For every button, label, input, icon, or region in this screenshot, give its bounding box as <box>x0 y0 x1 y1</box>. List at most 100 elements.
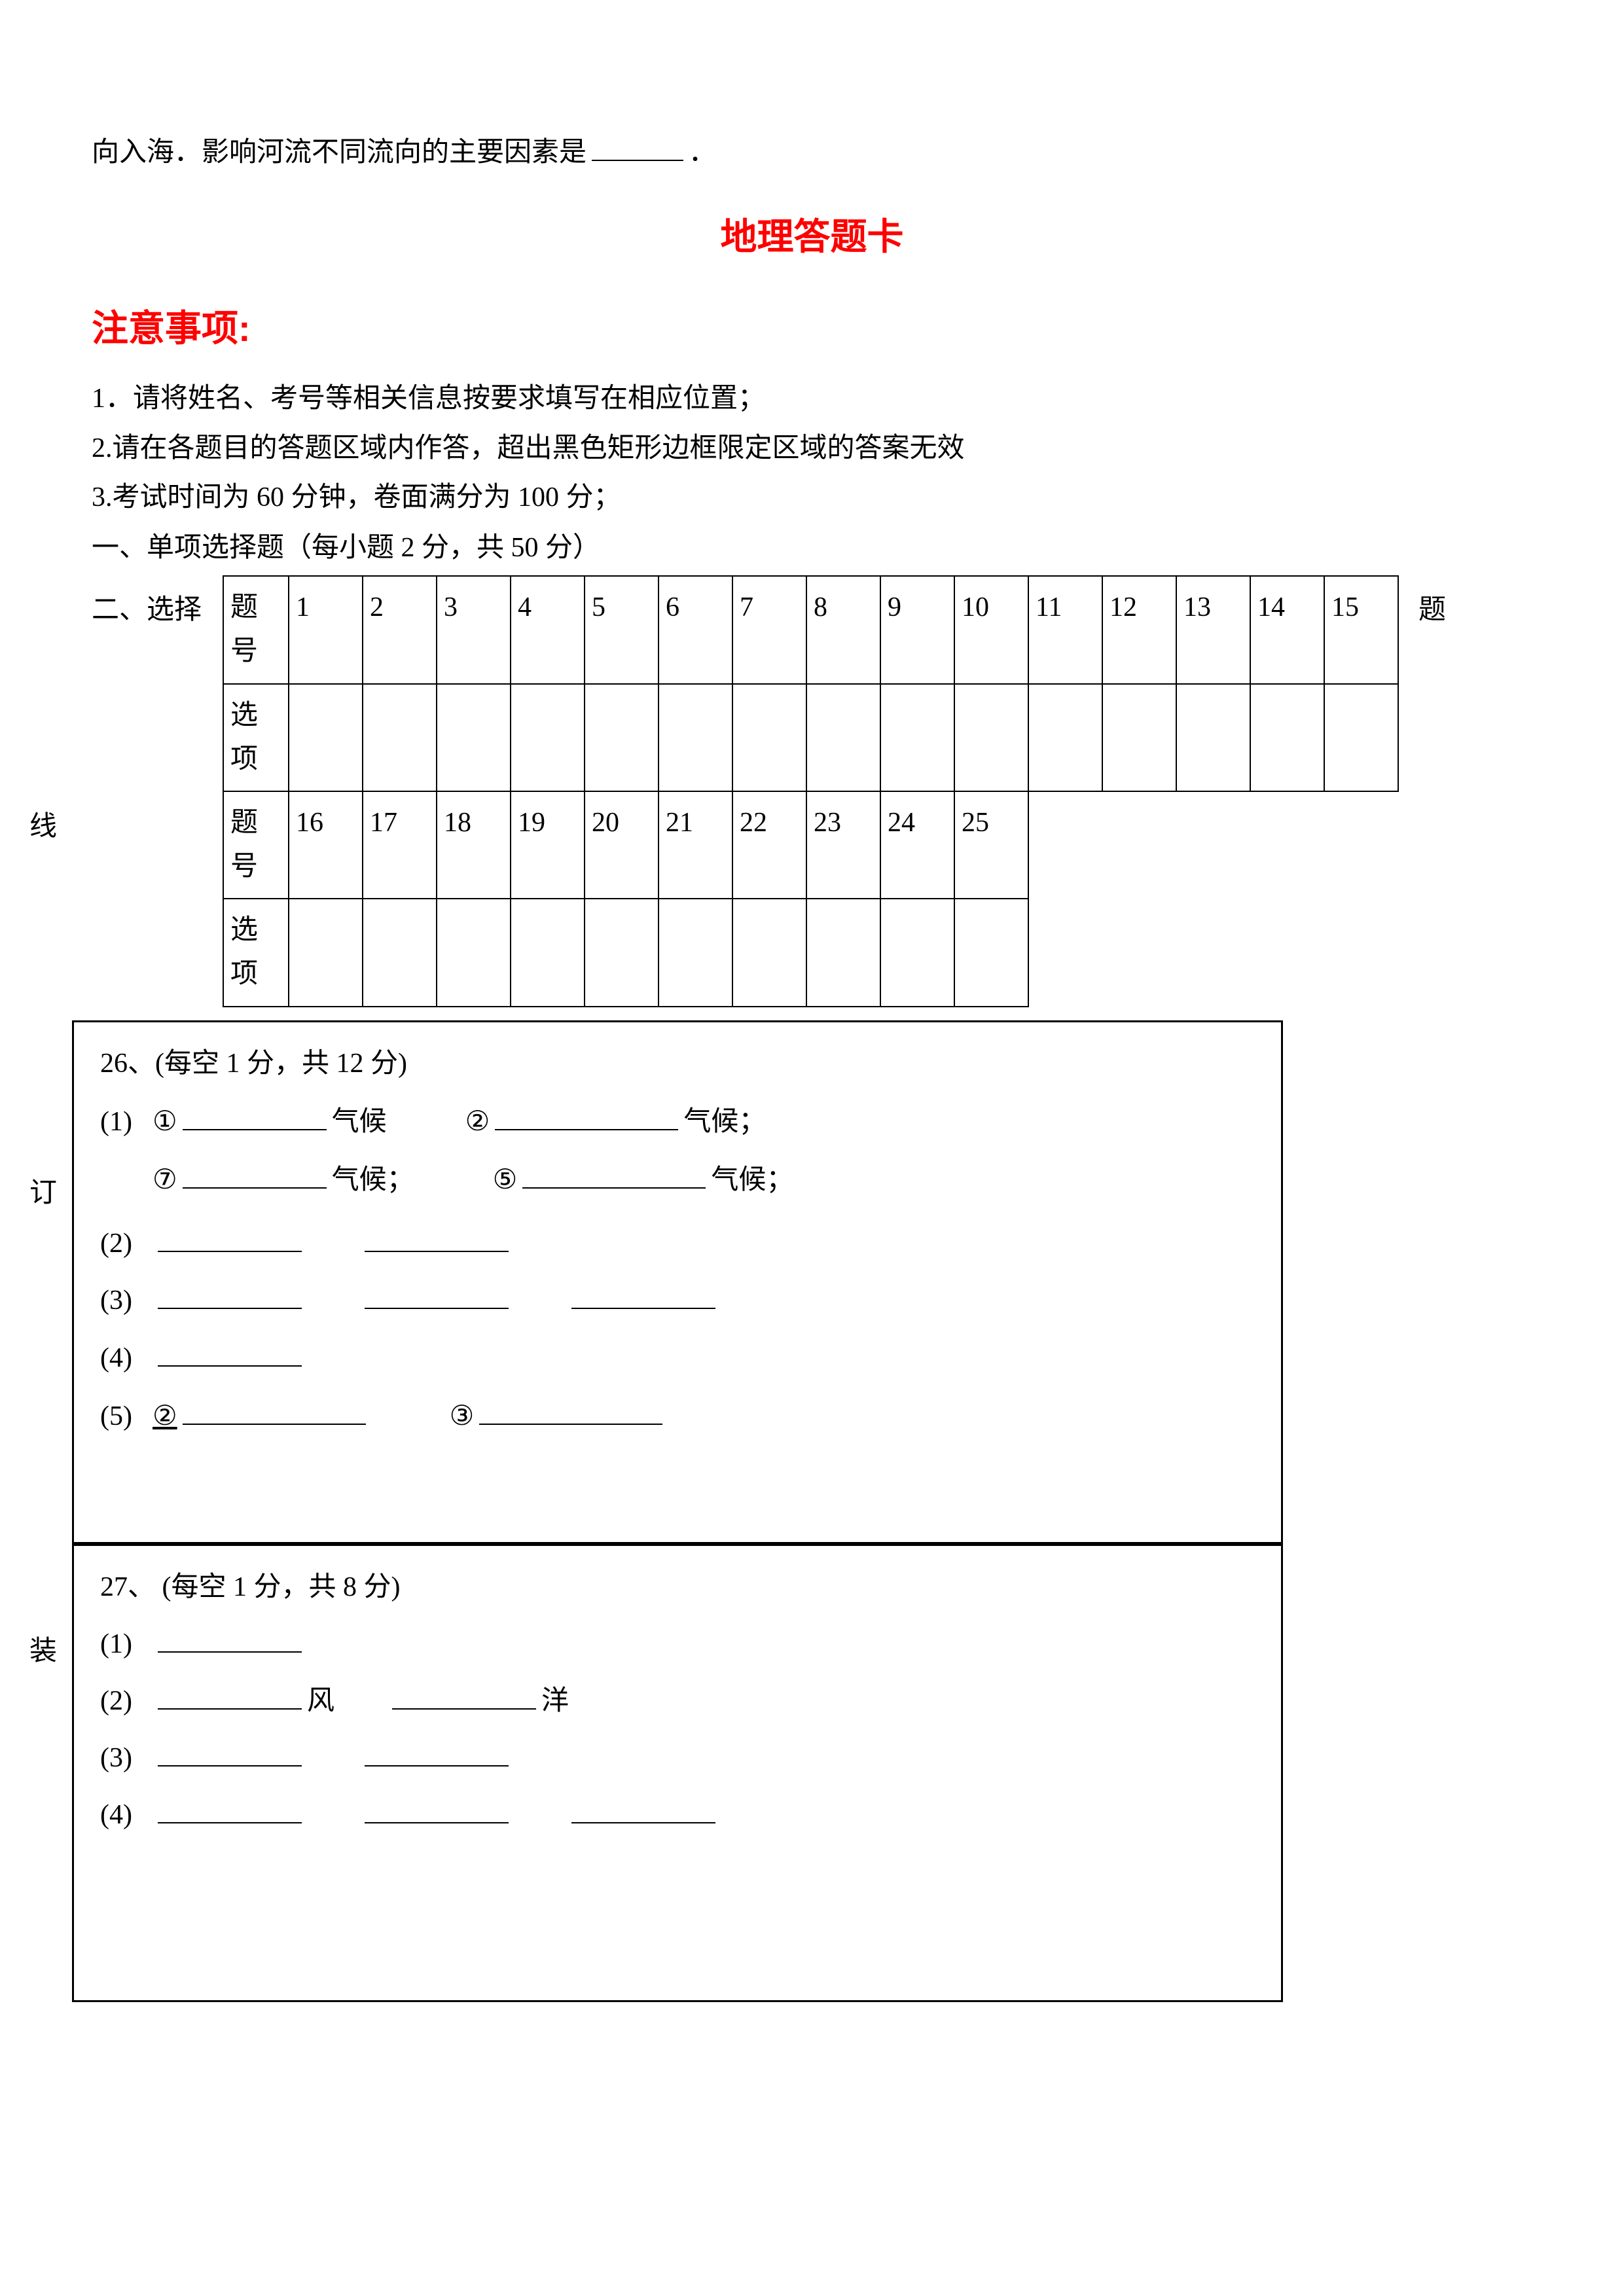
blank[interactable] <box>158 1227 302 1252</box>
notice-2: 2.请在各题目的答题区域内作答，超出黑色矩形边框限定区域的答案无效 <box>92 427 1532 471</box>
section-1-header: 一、单项选择题（每小题 2 分，共 50 分） <box>92 526 1532 570</box>
cell: 1 <box>289 576 363 683</box>
q27-3-num: (3) <box>100 1736 153 1780</box>
blank[interactable] <box>571 1799 715 1823</box>
cell: 20 <box>585 791 659 899</box>
answer-cell[interactable] <box>732 899 806 1006</box>
blank[interactable] <box>183 1400 366 1425</box>
answer-cell[interactable] <box>511 899 585 1006</box>
row-label-2b: 选项 <box>223 899 289 1006</box>
answer-cell[interactable] <box>437 684 511 791</box>
blank[interactable] <box>392 1685 536 1710</box>
cell: 25 <box>954 791 1028 899</box>
q26-header: 26、(每空 1 分，共 12 分) <box>100 1042 1255 1086</box>
q27-1: (1) <box>100 1623 1255 1666</box>
blank[interactable] <box>365 1742 509 1767</box>
answer-cell[interactable] <box>585 899 659 1006</box>
q26-1-num: (1) <box>100 1100 153 1144</box>
cell: 6 <box>659 576 732 683</box>
answer-box-26: 26、(每空 1 分，共 12 分) (1) ① 气候 ② 气候； ⑦ 气候； … <box>72 1020 1283 1544</box>
q26-1b-t2: 气候； <box>711 1158 793 1202</box>
row-label-1a: 题号 <box>223 576 289 683</box>
answer-cell[interactable] <box>363 899 437 1006</box>
q26-5-c2: ③ <box>450 1393 475 1437</box>
answer-cell[interactable] <box>880 899 954 1006</box>
answer-box-27: 27、 (每空 1 分，共 8 分) (1) (2) 风 洋 (3) (4) <box>72 1544 1283 2002</box>
blank[interactable] <box>158 1628 302 1653</box>
q26-1b: ⑦ 气候； ⑤ 气候； <box>100 1157 1255 1202</box>
table-row-answer-2: 选项 <box>223 899 1398 1006</box>
q26-1b-c2: ⑤ <box>493 1157 518 1201</box>
answer-table-wrapper: 二、选择 题号 1 2 3 4 5 6 7 8 9 10 11 12 13 14… <box>92 575 1532 1007</box>
answer-cell[interactable] <box>659 899 732 1006</box>
answer-cell[interactable] <box>732 684 806 791</box>
blank-top[interactable] <box>592 136 683 161</box>
q27-2-t2: 洋 <box>541 1679 569 1723</box>
answer-cell[interactable] <box>1176 684 1250 791</box>
q26-1-t2: 气候； <box>683 1100 766 1144</box>
blank[interactable] <box>158 1342 302 1367</box>
answer-cell[interactable] <box>1250 684 1324 791</box>
notice-1: 1．请将姓名、考号等相关信息按要求填写在相应位置； <box>92 377 1532 421</box>
q26-2-num: (2) <box>100 1222 153 1266</box>
answer-cell[interactable] <box>806 684 880 791</box>
cell: 16 <box>289 791 363 899</box>
answer-cell[interactable] <box>585 684 659 791</box>
q27-2-t1: 风 <box>307 1679 334 1723</box>
cell: 24 <box>880 791 954 899</box>
q26-5: (5) ② ③ <box>100 1393 1255 1439</box>
q27-2-num: (2) <box>100 1679 153 1723</box>
q26-1: (1) ① 气候 ② 气候； <box>100 1099 1255 1144</box>
blank[interactable] <box>365 1799 509 1823</box>
answer-cell[interactable] <box>954 899 1028 1006</box>
answer-cell[interactable] <box>511 684 585 791</box>
top-text-prefix: 向入海．影响河流不同流向的主要因素是 <box>92 137 586 168</box>
answer-cell[interactable] <box>437 899 511 1006</box>
q26-1-c1: ① <box>153 1099 177 1143</box>
answer-cell[interactable] <box>880 684 954 791</box>
cell: 18 <box>437 791 511 899</box>
cell: 19 <box>511 791 585 899</box>
q27-4: (4) <box>100 1793 1255 1837</box>
q27-2: (2) 风 洋 <box>100 1679 1255 1723</box>
answer-cell[interactable] <box>659 684 732 791</box>
blank[interactable] <box>479 1400 662 1425</box>
blank[interactable] <box>365 1284 509 1309</box>
blank[interactable] <box>495 1105 678 1130</box>
q26-4-num: (4) <box>100 1336 153 1380</box>
answer-cell[interactable] <box>289 684 363 791</box>
answer-cell[interactable] <box>1324 684 1398 791</box>
cell: 3 <box>437 576 511 683</box>
cell: 8 <box>806 576 880 683</box>
answer-cell[interactable] <box>954 684 1028 791</box>
answer-cell[interactable] <box>1102 684 1176 791</box>
blank[interactable] <box>158 1799 302 1823</box>
cell: 15 <box>1324 576 1398 683</box>
cell: 23 <box>806 791 880 899</box>
margin-label-ding: 订 <box>29 1172 57 1215</box>
q27-header: 27、 (每空 1 分，共 8 分) <box>100 1566 1255 1609</box>
answer-cell[interactable] <box>289 899 363 1006</box>
margin-label-xian: 线 <box>29 805 57 849</box>
blank[interactable] <box>571 1284 715 1309</box>
cell: 13 <box>1176 576 1250 683</box>
answer-cell[interactable] <box>1028 684 1102 791</box>
blank[interactable] <box>158 1284 302 1309</box>
cell: 7 <box>732 576 806 683</box>
cell: 12 <box>1102 576 1176 683</box>
q26-4: (4) <box>100 1336 1255 1380</box>
cell: 14 <box>1250 576 1324 683</box>
blank[interactable] <box>158 1685 302 1710</box>
q26-1-t1: 气候 <box>332 1100 387 1144</box>
blank[interactable] <box>183 1105 327 1130</box>
blank[interactable] <box>522 1164 706 1189</box>
blank[interactable] <box>158 1742 302 1767</box>
answer-cell[interactable] <box>363 684 437 791</box>
cell: 17 <box>363 791 437 899</box>
blank[interactable] <box>365 1227 509 1252</box>
table-row-header-1: 题号 1 2 3 4 5 6 7 8 9 10 11 12 13 14 15 <box>223 576 1398 683</box>
q27-1-num: (1) <box>100 1623 153 1666</box>
q27-3: (3) <box>100 1736 1255 1780</box>
blank[interactable] <box>183 1164 327 1189</box>
answer-cell[interactable] <box>806 899 880 1006</box>
